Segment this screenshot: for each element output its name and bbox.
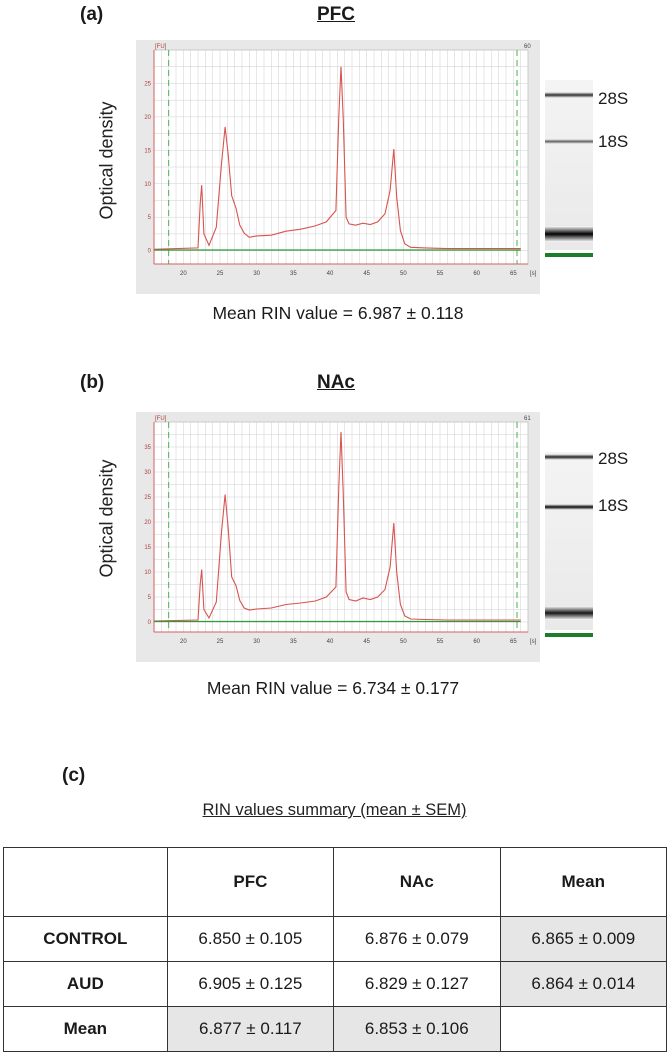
y-tick-label: 5 xyxy=(148,595,152,601)
x-tick-label: 20 xyxy=(180,271,187,277)
header-cell-empty xyxy=(3,847,168,917)
band-28s xyxy=(545,92,593,98)
gel-baseline-marker xyxy=(545,633,593,637)
table-row: Mean 6.877 ± 0.117 6.853 ± 0.106 xyxy=(3,1006,668,1052)
table-row: CONTROL 6.850 ± 0.105 6.876 ± 0.079 6.86… xyxy=(3,916,668,962)
y-tick-label: 25 xyxy=(144,495,151,501)
x-tick-label: 55 xyxy=(437,639,444,645)
y-unit-label: [FU] xyxy=(155,44,167,50)
y-tick-label: 0 xyxy=(148,249,152,255)
x-tick-label: 45 xyxy=(363,271,370,277)
electropherogram-trace xyxy=(153,431,521,622)
panel-a-gel-lane xyxy=(545,80,593,258)
header-cell-mean: Mean xyxy=(499,847,668,917)
band-28s xyxy=(545,454,593,460)
cell-control-pfc: 6.850 ± 0.105 xyxy=(166,916,335,962)
x-tick-label: 55 xyxy=(437,271,444,277)
cell-mean-mean xyxy=(499,1006,668,1052)
y-tick-label: 0 xyxy=(148,620,152,626)
y-tick-label: 25 xyxy=(144,81,151,87)
row-label-mean: Mean xyxy=(3,1006,168,1052)
panel-b-gel-lane xyxy=(545,452,593,638)
summary-title: RIN values summary (mean ± SEM) xyxy=(202,801,467,819)
band-marker xyxy=(545,226,593,242)
cell-control-mean: 6.865 ± 0.009 xyxy=(499,916,668,962)
header-cell-nac: NAc xyxy=(333,847,501,917)
panel-b-title: NAc xyxy=(316,372,355,393)
panel-a-letter: (a) xyxy=(80,4,104,25)
y-tick-label: 5 xyxy=(148,215,152,221)
cell-mean-nac: 6.853 ± 0.106 xyxy=(333,1006,501,1052)
x-tick-label: 30 xyxy=(253,271,260,277)
table-row: AUD 6.905 ± 0.125 6.829 ± 0.127 6.864 ± … xyxy=(3,961,668,1007)
panel-c-letter: (c) xyxy=(62,765,86,786)
electropherogram-trace xyxy=(153,66,521,250)
y-tick-label: 20 xyxy=(144,520,151,526)
x-tick-label: 20 xyxy=(180,639,187,645)
y-tick-label: 35 xyxy=(144,445,151,451)
cell-control-nac: 6.876 ± 0.079 xyxy=(333,916,501,962)
x-tick-label: 30 xyxy=(253,639,260,645)
x-tick-label: 35 xyxy=(290,271,297,277)
y-unit-label: [FU] xyxy=(155,416,167,422)
x-tick-label: 40 xyxy=(327,639,334,645)
y-tick-label: 10 xyxy=(144,570,151,576)
panel-b-ylabel: Optical density xyxy=(96,459,117,578)
panel-a-gel-svg xyxy=(545,80,593,257)
panel-b-rin-value: Mean RIN value = 6.734 ± 0.177 xyxy=(206,678,460,698)
plot-area xyxy=(153,49,529,265)
panel-a-plot: 20 25 30 35 40 45 50 55 60 65 0 5 10 15 20 25 [s] [FU] 60 xyxy=(136,40,540,294)
gel-background xyxy=(545,452,593,630)
rin-summary-table: PFC NAc Mean CONTROL 6.850 ± 0.105 6.876… xyxy=(3,847,668,1052)
band-18s xyxy=(545,504,593,510)
x-tick-label: 65 xyxy=(510,639,517,645)
x-tick-label: 35 xyxy=(290,639,297,645)
x-tick-label: 65 xyxy=(510,271,517,277)
x-unit-label: [s] xyxy=(530,271,537,277)
plot-area xyxy=(153,421,529,633)
panel-b-gel-svg xyxy=(545,452,593,637)
row-label-aud: AUD xyxy=(3,961,168,1007)
x-tick-label: 25 xyxy=(217,271,224,277)
panel-a-ylabel: Optical density xyxy=(96,101,117,220)
gel-background xyxy=(545,80,593,250)
panel-b-letter: (b) xyxy=(80,372,105,393)
table-header-row: PFC NAc Mean xyxy=(3,847,668,917)
x-tick-label: 50 xyxy=(400,639,407,645)
panel-b-plot: 20 25 30 35 40 45 50 55 60 65 0 5 10 15 20 25 30 35 [s] [FU… xyxy=(136,412,540,662)
cell-aud-mean: 6.864 ± 0.014 xyxy=(499,961,668,1007)
cell-mean-pfc: 6.877 ± 0.117 xyxy=(166,1006,335,1052)
cell-aud-pfc: 6.905 ± 0.125 xyxy=(166,961,335,1007)
panel-a-rin-value: Mean RIN value = 6.987 ± 0.118 xyxy=(212,303,464,323)
y-tick-label: 10 xyxy=(144,182,151,188)
row-label-control: CONTROL xyxy=(3,916,168,962)
x-tick-label: 45 xyxy=(363,639,370,645)
y-tick-label: 20 xyxy=(144,115,151,121)
band-18s xyxy=(545,139,593,144)
x-tick-label: 25 xyxy=(217,639,224,645)
panel-b-label-18s: 18S xyxy=(598,496,629,515)
panel-b-label-28s: 28S xyxy=(598,449,629,468)
top-right-label: 61 xyxy=(524,416,531,422)
band-marker xyxy=(545,606,593,620)
panel-a-label-28s: 28S xyxy=(598,89,629,108)
gel-baseline-marker xyxy=(545,253,593,257)
x-tick-label: 40 xyxy=(327,271,334,277)
panel-b-electropherogram: 20 25 30 35 40 45 50 55 60 65 0 5 10 15 20 25 30 35 [s] [FU… xyxy=(144,416,537,645)
x-tick-label: 50 xyxy=(400,271,407,277)
top-right-label: 60 xyxy=(524,44,531,50)
cell-aud-nac: 6.829 ± 0.127 xyxy=(333,961,501,1007)
x-unit-label: [s] xyxy=(530,639,537,645)
x-tick-label: 60 xyxy=(473,271,480,277)
y-tick-label: 30 xyxy=(144,470,151,476)
panel-a-label-18s: 18S xyxy=(598,132,629,151)
panel-a-title: PFC xyxy=(317,4,355,25)
x-tick-label: 60 xyxy=(473,639,480,645)
header-cell-pfc: PFC xyxy=(166,847,335,917)
y-tick-label: 15 xyxy=(144,148,151,154)
y-tick-label: 15 xyxy=(144,545,151,551)
panel-a-electropherogram: 20 25 30 35 40 45 50 55 60 65 0 5 10 15 20 25 [s] [FU] 60 xyxy=(144,44,537,277)
